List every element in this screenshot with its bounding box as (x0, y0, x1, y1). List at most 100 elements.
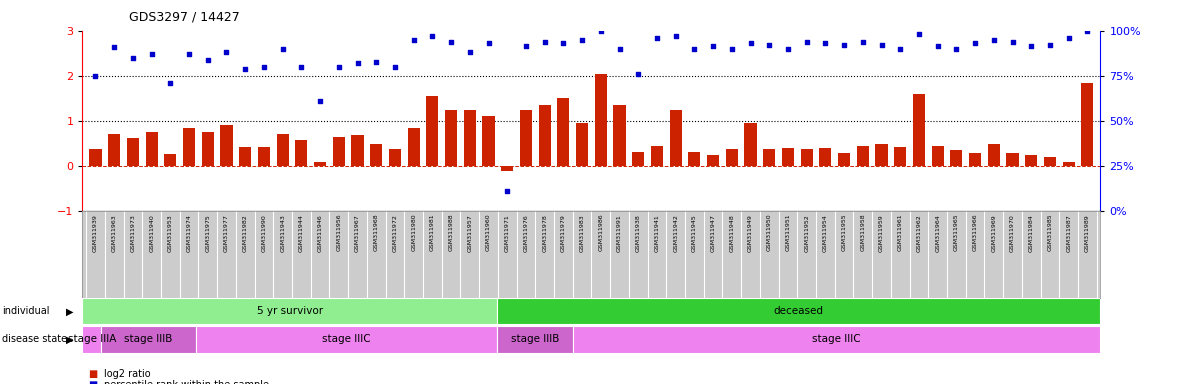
Bar (744, 123, 757, 166)
Bar (670, 110, 681, 166)
Bar (572, 326, 1100, 353)
Bar (146, 132, 158, 166)
Bar (1044, 157, 1056, 166)
Text: GSM311952: GSM311952 (804, 214, 809, 252)
Bar (426, 96, 439, 166)
Point (404, 37, 423, 43)
Text: log2 ratio: log2 ratio (104, 369, 151, 379)
Bar (82, 326, 101, 353)
Bar (632, 152, 644, 166)
Text: GSM311980: GSM311980 (411, 214, 417, 252)
Text: stage IIIB: stage IIIB (511, 334, 559, 344)
Point (254, 64, 273, 70)
Text: GSM311960: GSM311960 (486, 214, 491, 252)
Text: GSM311954: GSM311954 (823, 214, 827, 252)
Point (816, 40, 834, 46)
Text: GSM311981: GSM311981 (430, 214, 434, 252)
Text: GSM311942: GSM311942 (673, 214, 678, 252)
Bar (726, 149, 738, 166)
Text: ■: ■ (88, 369, 98, 379)
Bar (101, 326, 195, 353)
Point (517, 43, 536, 49)
Bar (763, 149, 776, 166)
Text: GSM311968: GSM311968 (374, 214, 379, 252)
Point (235, 66, 254, 72)
Point (704, 43, 723, 49)
Point (685, 46, 704, 52)
Point (742, 40, 760, 46)
Point (778, 46, 797, 52)
Bar (819, 148, 831, 166)
Text: GSM311990: GSM311990 (261, 214, 266, 252)
Text: GSM311987: GSM311987 (1066, 214, 1071, 252)
Text: GSM311973: GSM311973 (131, 214, 135, 252)
Bar (82, 298, 497, 324)
Text: disease state: disease state (2, 334, 67, 344)
Text: GSM311963: GSM311963 (112, 214, 117, 252)
Bar (277, 134, 288, 166)
Text: GSM311940: GSM311940 (149, 214, 154, 252)
Text: GSM311991: GSM311991 (617, 214, 621, 252)
Bar (407, 128, 420, 166)
Text: GSM311974: GSM311974 (187, 214, 192, 252)
Point (348, 60, 367, 66)
Bar (950, 150, 963, 166)
Point (273, 46, 292, 52)
Point (536, 39, 554, 45)
Bar (895, 147, 906, 166)
Bar (857, 146, 869, 166)
Text: ▶: ▶ (66, 334, 73, 344)
Text: GSM311964: GSM311964 (936, 214, 940, 252)
Bar (201, 132, 214, 166)
Point (1022, 43, 1040, 49)
Text: GSM311948: GSM311948 (730, 214, 734, 252)
Bar (445, 110, 457, 166)
Text: GSM311962: GSM311962 (917, 214, 922, 252)
Text: GSM311961: GSM311961 (898, 214, 903, 252)
Bar (1082, 83, 1093, 166)
Text: stage IIIC: stage IIIC (812, 334, 860, 344)
Bar (258, 147, 270, 166)
Point (86, 73, 105, 79)
Bar (220, 126, 233, 166)
Text: stage IIIB: stage IIIB (125, 334, 173, 344)
Point (947, 46, 966, 52)
Text: GSM311983: GSM311983 (579, 214, 585, 252)
Point (423, 33, 441, 39)
Text: GSM311957: GSM311957 (467, 214, 472, 252)
Text: GSM311939: GSM311939 (93, 214, 98, 252)
Text: GSM311955: GSM311955 (842, 214, 846, 252)
Text: GSM311969: GSM311969 (991, 214, 996, 252)
Bar (370, 144, 383, 166)
Bar (913, 94, 925, 166)
Text: individual: individual (2, 306, 49, 316)
Point (105, 44, 124, 50)
Bar (333, 137, 345, 166)
Bar (182, 128, 195, 166)
Point (629, 71, 647, 77)
Text: GSM311944: GSM311944 (299, 214, 304, 252)
Point (573, 37, 592, 43)
Point (330, 64, 348, 70)
Text: GSM311967: GSM311967 (355, 214, 360, 252)
Text: GSM311976: GSM311976 (524, 214, 528, 252)
Bar (707, 155, 719, 166)
Text: GDS3297 / 14427: GDS3297 / 14427 (129, 10, 240, 23)
Bar (497, 326, 572, 353)
Bar (352, 136, 364, 166)
Point (834, 42, 853, 48)
Text: deceased: deceased (773, 306, 824, 316)
Point (1078, 28, 1097, 34)
Point (647, 35, 666, 41)
Text: GSM311966: GSM311966 (972, 214, 978, 252)
Bar (89, 149, 101, 166)
Point (1059, 35, 1078, 41)
Bar (576, 123, 588, 166)
Bar (689, 152, 700, 166)
Text: ▶: ▶ (66, 306, 73, 316)
Point (1040, 42, 1059, 48)
Point (853, 39, 872, 45)
Text: GSM311946: GSM311946 (318, 214, 322, 252)
Text: GSM311956: GSM311956 (337, 214, 341, 252)
Point (910, 31, 929, 37)
